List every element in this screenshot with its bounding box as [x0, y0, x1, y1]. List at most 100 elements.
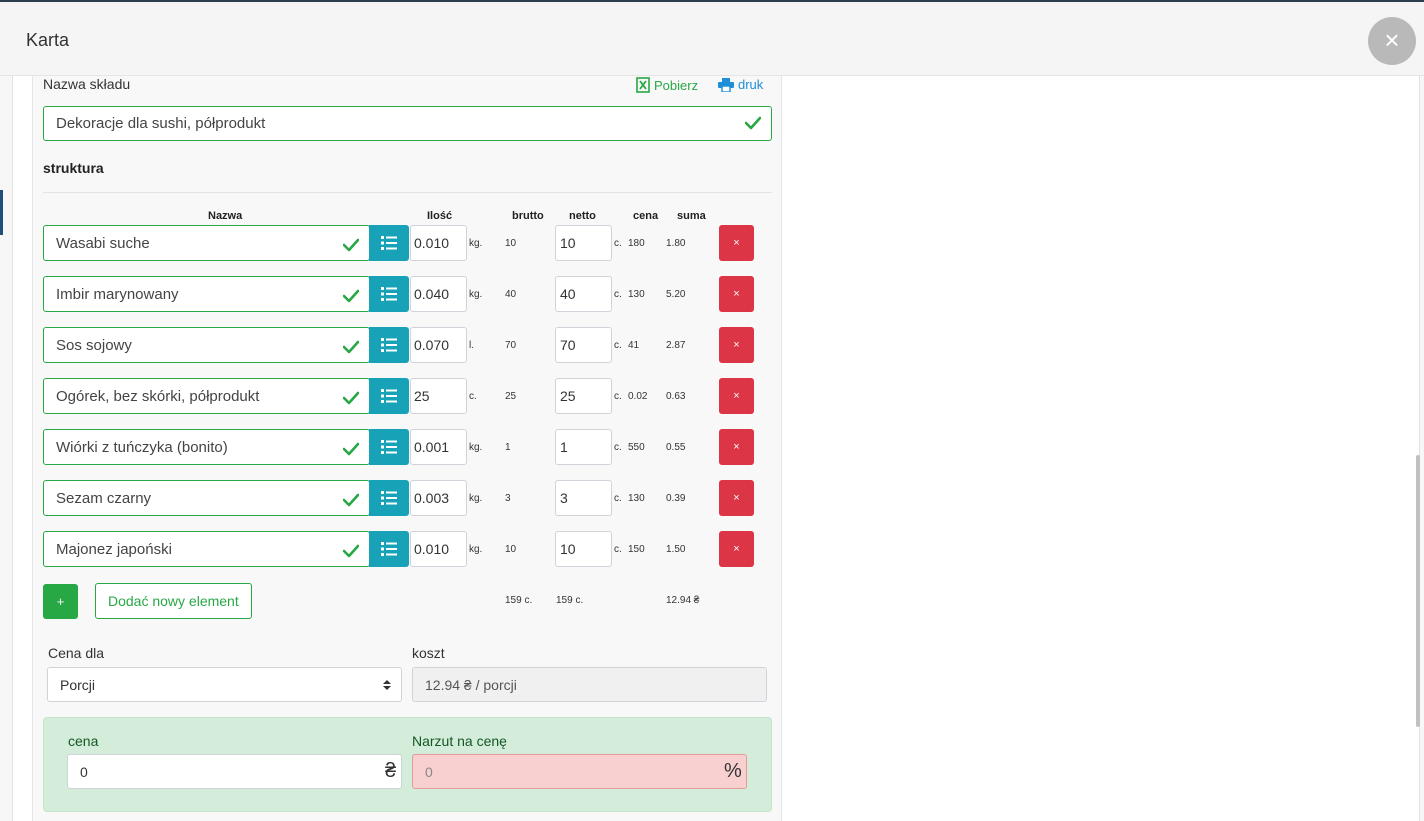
- structure-title: struktura: [43, 160, 104, 176]
- qty-input[interactable]: 0.010: [410, 225, 467, 261]
- cost-label: koszt: [412, 645, 445, 661]
- close-button[interactable]: ×: [1368, 17, 1416, 65]
- qty-unit: kg.: [469, 544, 483, 555]
- ingredient-name: Imbir marynowany: [56, 285, 179, 303]
- divider: [43, 192, 772, 193]
- price-value: 130: [628, 289, 645, 300]
- cost-value: 12.94 ₴ / porcji: [425, 676, 517, 693]
- delete-row-button[interactable]: ×: [719, 276, 754, 312]
- price-label: cena: [68, 733, 99, 749]
- qty-value: 25: [414, 388, 430, 404]
- list-icon[interactable]: [369, 531, 409, 567]
- modal-header: Karta ×: [0, 2, 1424, 76]
- netto-value: 25: [560, 388, 576, 404]
- list-icon[interactable]: [369, 327, 409, 363]
- add-new-element-label: Dodać nowy element: [108, 593, 239, 609]
- list-icon[interactable]: [369, 276, 409, 312]
- print-label: druk: [738, 77, 764, 92]
- ingredient-name: Majonez japoński: [56, 540, 172, 558]
- total-sum: 12.94 ₴: [666, 595, 700, 606]
- check-icon: [342, 440, 360, 461]
- qty-unit: l.: [469, 340, 474, 351]
- header-sum: suma: [677, 210, 706, 222]
- price-value: 150: [628, 544, 645, 555]
- qty-input[interactable]: 0.040: [410, 276, 467, 312]
- check-icon: [342, 542, 360, 563]
- check-icon: [342, 287, 360, 308]
- brutto-value: 10: [505, 238, 517, 249]
- header-brutto: brutto: [512, 210, 544, 222]
- brutto-value: 40: [505, 289, 517, 300]
- netto-input[interactable]: 70: [555, 327, 612, 363]
- sum-value: 5.20: [666, 289, 686, 300]
- total-brutto: 159 c.: [505, 595, 533, 606]
- delete-row-button[interactable]: ×: [719, 429, 754, 465]
- ingredient-name: Sezam czarny: [56, 489, 152, 507]
- qty-value: 0.001: [414, 439, 450, 455]
- top-accent-bar: [0, 0, 1424, 2]
- netto-input[interactable]: 10: [555, 225, 612, 261]
- netto-input[interactable]: 25: [555, 378, 612, 414]
- delete-row-button[interactable]: ×: [719, 378, 754, 414]
- qty-value: 0.010: [414, 235, 450, 251]
- sum-value: 0.63: [666, 391, 686, 402]
- markup-input[interactable]: 0: [412, 754, 747, 789]
- currency-suffix: ₴: [385, 760, 397, 782]
- ingredient-name-input[interactable]: Sezam czarny: [43, 480, 370, 516]
- ingredient-name-input[interactable]: Majonez japoński: [43, 531, 370, 567]
- price-input[interactable]: 0: [67, 754, 402, 789]
- price-value: 180: [628, 238, 645, 249]
- price-for-select[interactable]: Porcji: [47, 667, 402, 702]
- header-name: Nazwa: [208, 210, 243, 222]
- print-link[interactable]: druk: [718, 77, 763, 92]
- sum-value: 1.80: [666, 238, 686, 249]
- netto-input[interactable]: 10: [555, 531, 612, 567]
- add-new-element-button[interactable]: Dodać nowy element: [95, 583, 252, 619]
- netto-unit: c.: [614, 493, 622, 504]
- add-button[interactable]: +: [43, 584, 78, 619]
- list-icon[interactable]: [369, 429, 409, 465]
- qty-input[interactable]: 0.003: [410, 480, 467, 516]
- netto-input[interactable]: 3: [555, 480, 612, 516]
- ingredient-name-input[interactable]: Ogórek, bez skórki, półprodukt: [43, 378, 370, 414]
- qty-value: 0.070: [414, 337, 450, 353]
- brutto-value: 70: [505, 340, 517, 351]
- delete-row-button[interactable]: ×: [719, 225, 754, 261]
- list-icon[interactable]: [369, 378, 409, 414]
- ingredient-name-input[interactable]: Wiórki z tuńczyka (bonito): [43, 429, 370, 465]
- brutto-value: 25: [505, 391, 517, 402]
- qty-input[interactable]: 0.001: [410, 429, 467, 465]
- markup-value: 0: [425, 763, 433, 780]
- delete-row-button[interactable]: ×: [719, 327, 754, 363]
- print-icon: [718, 77, 734, 92]
- scrollbar[interactable]: [1416, 455, 1420, 727]
- ingredient-name-input[interactable]: Sos sojowy: [43, 327, 370, 363]
- qty-input[interactable]: 0.070: [410, 327, 467, 363]
- netto-input[interactable]: 1: [555, 429, 612, 465]
- list-icon[interactable]: [369, 225, 409, 261]
- header-netto: netto: [569, 210, 596, 222]
- warehouse-name-input[interactable]: Dekoracje dla sushi, półprodukt: [43, 106, 772, 141]
- check-icon: [342, 491, 360, 512]
- excel-icon: [636, 77, 650, 93]
- background-stripe: [0, 190, 3, 235]
- netto-input[interactable]: 40: [555, 276, 612, 312]
- netto-unit: c.: [614, 544, 622, 555]
- delete-row-button[interactable]: ×: [719, 531, 754, 567]
- sum-value: 0.55: [666, 442, 686, 453]
- list-icon[interactable]: [369, 480, 409, 516]
- check-icon: [342, 389, 360, 410]
- ingredient-name-input[interactable]: Imbir marynowany: [43, 276, 370, 312]
- qty-value: 0.040: [414, 286, 450, 302]
- price-value: 130: [628, 493, 645, 504]
- netto-value: 3: [560, 490, 568, 506]
- sum-value: 1.50: [666, 544, 686, 555]
- delete-row-button[interactable]: ×: [719, 480, 754, 516]
- qty-input[interactable]: 25: [410, 378, 467, 414]
- markup-label: Narzut na cenę: [412, 733, 507, 749]
- download-link[interactable]: Pobierz: [636, 77, 698, 93]
- netto-value: 10: [560, 235, 576, 251]
- qty-input[interactable]: 0.010: [410, 531, 467, 567]
- netto-value: 40: [560, 286, 576, 302]
- ingredient-name-input[interactable]: Wasabi suche: [43, 225, 370, 261]
